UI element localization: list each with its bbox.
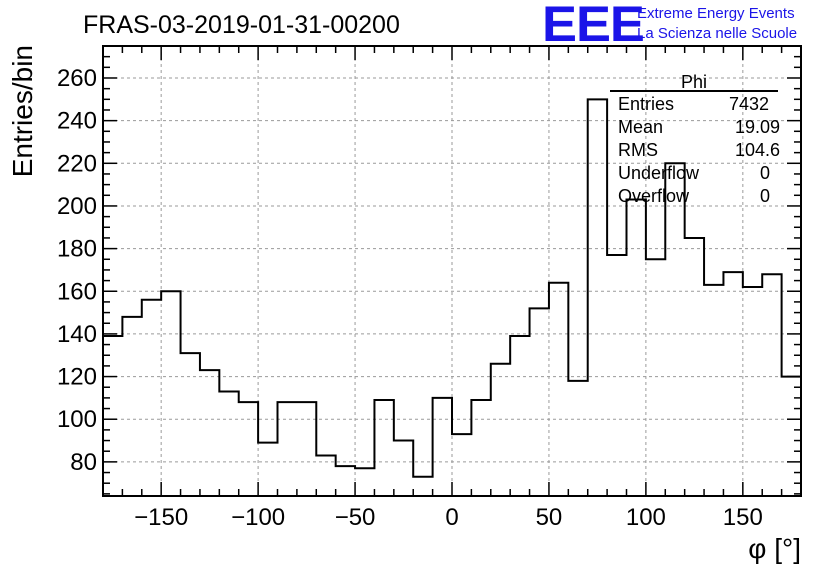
eee-logo: EEE <box>542 0 645 52</box>
x-tick-label: −50 <box>335 504 376 531</box>
x-tick-labels: −150 −100 −50 0 50 100 150 <box>134 504 763 531</box>
chart-title: FRAS-03-2019-01-31-00200 <box>83 11 400 39</box>
x-axis-label: φ [°] <box>748 533 801 564</box>
stats-label-entries: Entries <box>618 94 674 114</box>
logo-caption: Extreme Energy Events La Scienza nelle S… <box>637 4 797 44</box>
stats-label-overflow: Overflow <box>618 186 690 206</box>
y-tick-label: 180 <box>57 236 97 263</box>
stats-title: Phi <box>681 72 707 92</box>
stats-value-underflow: 0 <box>760 163 770 183</box>
stats-label-underflow: Underflow <box>618 163 700 183</box>
stats-box: Phi Entries 7432 Mean 19.09 RMS 104.6 Un… <box>610 72 780 206</box>
stats-value-mean: 19.09 <box>735 117 780 137</box>
stats-value-overflow: 0 <box>760 186 770 206</box>
y-tick-label: 120 <box>57 364 97 391</box>
x-tick-label: 100 <box>626 504 666 531</box>
stats-label-rms: RMS <box>618 140 658 160</box>
histogram-line <box>102 98 802 496</box>
y-tick-label: 80 <box>70 449 97 476</box>
y-tick-label: 100 <box>57 406 97 433</box>
x-tick-label: 0 <box>445 504 458 531</box>
x-tick-label: −150 <box>134 504 188 531</box>
y-tick-label: 200 <box>57 193 97 220</box>
y-tick-label: 220 <box>57 150 97 177</box>
logo-caption-line2: La Scienza nelle Scuole <box>637 25 798 42</box>
x-tick-label: −100 <box>231 504 285 531</box>
y-tick-label: 160 <box>57 278 97 305</box>
y-tick-label: 240 <box>57 108 97 135</box>
x-tick-label: 50 <box>536 504 563 531</box>
logo-caption-line1: Extreme Energy Events <box>637 5 795 22</box>
axis-ticks <box>102 45 802 496</box>
x-tick-label: 150 <box>723 504 763 531</box>
y-axis-label: Entries/bin <box>7 45 38 177</box>
stats-value-entries: 7432 <box>729 94 769 114</box>
y-tick-label: 140 <box>57 321 97 348</box>
stats-label-mean: Mean <box>618 117 663 137</box>
y-tick-label: 260 <box>57 65 97 92</box>
y-tick-labels: 80 100 120 140 160 180 200 220 240 260 <box>57 65 97 476</box>
stats-value-rms: 104.6 <box>735 140 780 160</box>
